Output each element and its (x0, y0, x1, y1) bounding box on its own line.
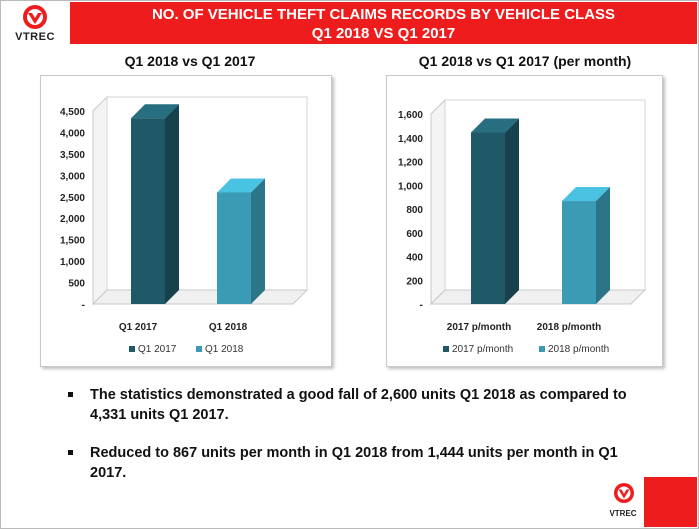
y-tick-label: 2,500 (60, 193, 85, 204)
footer-logo (604, 481, 644, 521)
chart-floor (429, 289, 647, 305)
bullet-text-1: The statistics demonstrated a good fall … (90, 387, 627, 423)
y-tick-label: 2,000 (60, 214, 85, 225)
vtrec-logo: VTREC (4, 4, 66, 44)
y-tick-label: 1,200 (398, 158, 423, 169)
y-tick-label: 1,000 (60, 257, 85, 268)
bar-side (505, 118, 519, 305)
legend-label: Q1 2018 (205, 344, 244, 355)
logo-text: VTREC (15, 31, 55, 43)
footer-emblem-icon (614, 483, 634, 503)
legend-label: 2017 p/month (452, 344, 513, 355)
bar-top (562, 187, 610, 202)
bullet-item: Reduced to 867 units per month in Q1 201… (68, 443, 628, 483)
left-chart: - 500 1,000 1,500 2,000 2,500 3,000 3,500 4,000 4… (60, 95, 309, 355)
x-category-label: Q1 2017 (119, 322, 158, 333)
left-chart-panel: - 500 1,000 1,500 2,000 2,500 3,000 3,500 4,000 4… (40, 75, 332, 367)
bullet-list: The statistics demonstrated a good fall … (68, 385, 628, 501)
title-line-2: Q1 2018 VS Q1 2017 (311, 25, 456, 42)
right-chart-title: Q1 2018 vs Q1 2017 (per month) (418, 53, 632, 69)
y-tick-label: 1,000 (398, 181, 423, 192)
chart-floor (91, 289, 309, 305)
bar (562, 201, 596, 304)
corner-red-block (644, 477, 697, 527)
side-wall (430, 98, 446, 306)
logo-emblem-icon (23, 5, 47, 29)
legend-swatch (129, 346, 135, 352)
y-tick-label: 1,500 (60, 236, 85, 247)
bar-top (217, 178, 265, 193)
legend-label: 2018 p/month (548, 344, 609, 355)
legend-label: Q1 2017 (138, 344, 177, 355)
x-category-label: 2018 p/month (537, 322, 601, 333)
bullet-square-icon (68, 450, 73, 455)
y-tick-label: 3,000 (60, 171, 85, 182)
y-tick-label: 4,500 (60, 107, 85, 118)
y-tick-label: 1,600 (398, 110, 423, 121)
bar (131, 118, 165, 304)
title-line-1: NO. OF VEHICLE THEFT CLAIMS RECORDS BY V… (151, 6, 616, 23)
y-tick-label: 1,400 (398, 134, 423, 145)
x-category-label: Q1 2018 (209, 322, 248, 333)
bar-side (165, 104, 179, 304)
y-tick-label: - (82, 300, 85, 311)
bar-side (251, 178, 265, 304)
legend-swatch (539, 346, 545, 352)
bar (471, 132, 505, 304)
right-chart-panel: - 200 400 600 800 1,000 1,200 1,400 1,600 2017 p/… (386, 75, 663, 367)
legend-swatch (196, 346, 202, 352)
bullet-item: The statistics demonstrated a good fall … (68, 385, 628, 425)
bar-top (131, 104, 179, 119)
y-tick-label: 3,500 (60, 150, 85, 161)
left-chart-title: Q1 2018 vs Q1 2017 (124, 53, 256, 69)
y-tick-label: 800 (406, 205, 423, 216)
footer-logo-text: VTREC (609, 509, 637, 518)
bar-side (596, 187, 610, 304)
slide-title: NO. OF VEHICLE THEFT CLAIMS RECORDS BY V… (70, 2, 697, 44)
bar (217, 192, 251, 304)
legend-swatch (443, 346, 449, 352)
y-tick-label: - (420, 300, 423, 311)
side-wall (92, 95, 108, 306)
right-chart: - 200 400 600 800 1,000 1,200 1,400 1,600 2017 p/… (398, 98, 647, 355)
y-tick-label: 200 (406, 276, 423, 287)
y-tick-label: 500 (68, 279, 85, 290)
bullet-square-icon (68, 392, 73, 397)
y-tick-label: 400 (406, 253, 423, 264)
bar-top (471, 118, 519, 133)
x-category-label: 2017 p/month (447, 322, 511, 333)
y-tick-label: 600 (406, 229, 423, 240)
bullet-text-2: Reduced to 867 units per month in Q1 201… (90, 445, 618, 481)
y-tick-label: 4,000 (60, 128, 85, 139)
